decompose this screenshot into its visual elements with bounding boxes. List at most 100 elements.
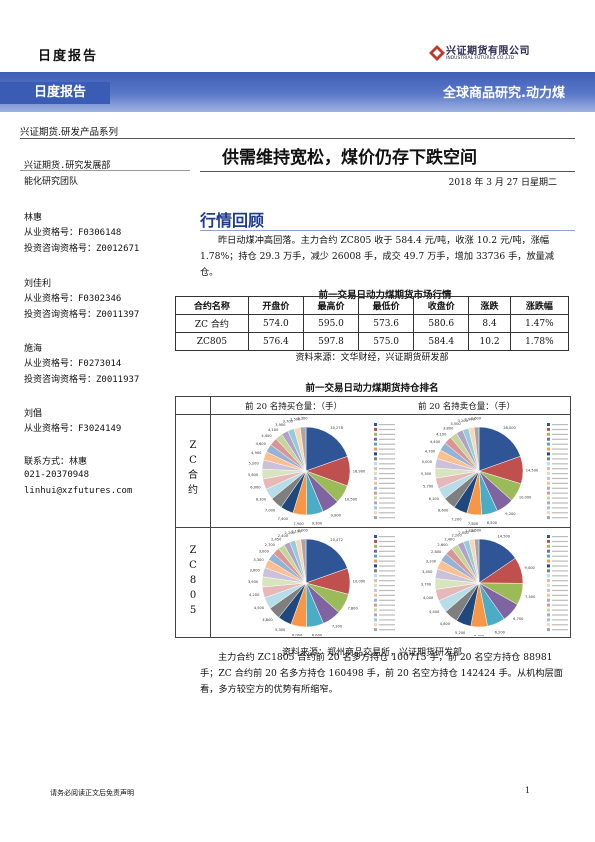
legend-swatch bbox=[547, 511, 550, 515]
legend-label bbox=[379, 609, 395, 611]
analyst-advisory-license: 投资咨询资格号：Z0011937 bbox=[24, 375, 140, 385]
legend-swatch bbox=[547, 437, 550, 441]
pie-data-label: 4,400 bbox=[261, 434, 272, 438]
pie-data-label: 14,500 bbox=[526, 468, 539, 472]
legend-label bbox=[379, 517, 395, 519]
pie-data-label: 2,000 bbox=[298, 529, 309, 533]
legend-label bbox=[379, 599, 395, 601]
legend-label bbox=[552, 497, 568, 499]
legend-swatch bbox=[547, 579, 550, 583]
legend-swatch bbox=[374, 476, 377, 480]
divider bbox=[210, 396, 211, 637]
pie-data-label: 7,900 bbox=[293, 522, 304, 526]
analyst-name: 刘佳利 bbox=[24, 279, 52, 289]
pie-chart: 30,278 16,900 10,500 9,900 9,300 7,900 7,400 7,… bbox=[248, 417, 395, 526]
legend-swatch bbox=[374, 569, 377, 573]
legend-swatch bbox=[374, 618, 377, 622]
pie-data-label: 28,000 bbox=[503, 426, 516, 430]
legend-label bbox=[552, 629, 568, 631]
pie-data-label: 6,000 bbox=[292, 634, 303, 636]
analyst-license: 从业资格号：F0273014 bbox=[24, 359, 122, 369]
legend-swatch bbox=[547, 427, 550, 431]
legend-label bbox=[379, 585, 395, 587]
legend-label bbox=[552, 614, 568, 616]
contact-email[interactable]: linhui@xzfutures.com bbox=[24, 486, 133, 496]
table-header: 收盘价 bbox=[413, 296, 470, 315]
pie-data-label: 4,900 bbox=[251, 451, 262, 455]
legend-label bbox=[552, 555, 568, 557]
pie-data-label: 3,300 bbox=[253, 558, 264, 562]
legend-swatch bbox=[547, 442, 550, 446]
legend-label bbox=[552, 545, 568, 547]
legend-label bbox=[552, 443, 568, 445]
legend-label bbox=[379, 438, 395, 440]
pie-data-label: 2,700 bbox=[265, 543, 276, 547]
pie-data-label: 2,100 bbox=[291, 529, 302, 533]
legend-label bbox=[379, 433, 395, 435]
report-type-label: 日度报告 bbox=[38, 49, 99, 64]
analyst-name: 刘倡 bbox=[24, 409, 43, 419]
legend-label bbox=[379, 497, 395, 499]
legend-swatch bbox=[547, 462, 550, 466]
legend-label bbox=[379, 555, 395, 557]
legend-swatch bbox=[374, 442, 377, 446]
table-header-row: 合约名称 开盘价 最高价 最低价 收盘价 涨跌 涨跌幅 bbox=[175, 296, 570, 315]
legend-label bbox=[379, 487, 395, 489]
pie-data-label: 1,800 bbox=[465, 529, 476, 533]
pie-slice bbox=[299, 426, 307, 472]
legend-swatch bbox=[547, 496, 550, 500]
legend-swatch bbox=[374, 598, 377, 602]
legend-swatch bbox=[374, 486, 377, 490]
pie-data-label: 30,278 bbox=[330, 426, 343, 430]
banner-right-label: 全球商品研究.动力煤 bbox=[443, 86, 565, 101]
report-date: 2018 年 3 月 27 日星期二 bbox=[448, 178, 557, 188]
legend-swatch bbox=[547, 457, 550, 461]
pie-data-label: 3,400 bbox=[422, 570, 433, 574]
pie-data-label: 6,600 bbox=[312, 633, 323, 636]
pie-data-label: 6,000 bbox=[250, 485, 261, 489]
pie-data-label: 3,300 bbox=[297, 417, 308, 421]
legend-label bbox=[552, 428, 568, 431]
legend-label bbox=[379, 502, 395, 504]
pie-data-label: 1,600 bbox=[471, 529, 482, 533]
pie-data-label: 7,000 bbox=[265, 508, 276, 512]
pie-slice bbox=[305, 538, 348, 584]
table-header: 最低价 bbox=[358, 296, 415, 315]
contact-label: 联系方式：林惠 bbox=[24, 457, 88, 467]
divider bbox=[175, 414, 570, 415]
pie-data-label: 9,300 bbox=[312, 521, 323, 525]
legend-label bbox=[379, 473, 395, 475]
pie-data-label: 3,800 bbox=[443, 426, 454, 430]
divider bbox=[200, 230, 575, 231]
pie-data-label: 3,000 bbox=[259, 550, 270, 554]
legend-swatch bbox=[547, 486, 550, 490]
pie-data-label: 2,200 bbox=[451, 533, 462, 537]
pie-data-label: 5,200 bbox=[455, 631, 466, 635]
legend-label bbox=[379, 614, 395, 616]
legend-swatch bbox=[547, 588, 550, 592]
legend-swatch bbox=[374, 584, 377, 587]
legend-swatch bbox=[374, 579, 377, 583]
table-cell: 1.47% bbox=[509, 314, 570, 333]
pie-data-label: 4,000 bbox=[423, 596, 434, 600]
market-review-paragraph: 昨日动煤冲高回落。主力合约 ZC805 收于 584.4 元/吨，收涨 10.2… bbox=[200, 235, 555, 278]
table-cell: 8.4 bbox=[468, 314, 511, 333]
legend-label bbox=[552, 507, 568, 509]
legend-label bbox=[552, 512, 568, 514]
legend-label bbox=[552, 463, 568, 465]
pie-data-label: 10,000 bbox=[353, 579, 366, 583]
legend-label bbox=[552, 424, 568, 426]
legend-swatch bbox=[374, 481, 377, 485]
pie-data-label: 5,200 bbox=[248, 462, 259, 466]
table-cell: 597.8 bbox=[302, 332, 360, 351]
legend-swatch bbox=[547, 564, 550, 568]
pie-data-label: 5,300 bbox=[421, 472, 432, 476]
legend-label bbox=[379, 536, 395, 538]
legend-label bbox=[552, 458, 568, 460]
legend-swatch bbox=[374, 467, 377, 471]
legend-label bbox=[379, 512, 395, 514]
pie-data-label: 2,600 bbox=[437, 543, 448, 547]
section-title: 行情回顾 bbox=[200, 211, 265, 230]
pie-data-label: 7,400 bbox=[278, 517, 289, 521]
pie-slice bbox=[300, 538, 307, 584]
